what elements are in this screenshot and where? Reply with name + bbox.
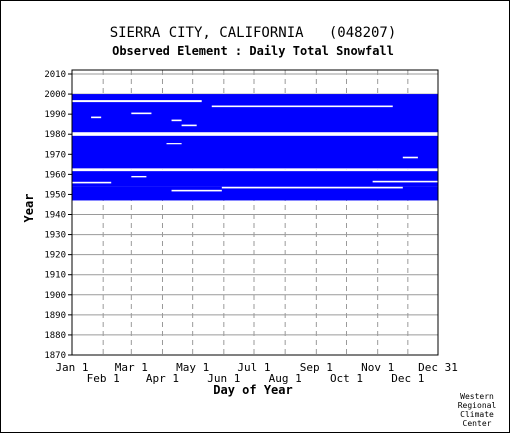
- x-tick-label: Jan 1: [55, 361, 88, 374]
- y-tick-label: 1950: [44, 190, 66, 200]
- y-tick-label: 1890: [44, 311, 66, 321]
- x-tick-label: Feb 1: [87, 372, 120, 385]
- x-tick-label: Dec 31: [418, 361, 458, 374]
- y-tick-label: 1910: [44, 271, 66, 281]
- y-tick-label: 1980: [44, 130, 66, 140]
- plot-area: 1870 1880 1890 1900 1910 1920 1930 1940 1950 1960…: [44, 69, 458, 385]
- credit-line-2: Regional: [458, 401, 497, 410]
- data-gap: [221, 186, 403, 189]
- y-axis-label: Year: [22, 194, 36, 223]
- y-tick-label: 1990: [44, 110, 66, 120]
- data-block: [72, 94, 438, 133]
- x-tick-label: Nov 1: [361, 361, 394, 374]
- data-gap: [72, 181, 112, 184]
- y-tick-label: 1880: [44, 331, 66, 341]
- data-gap: [166, 143, 182, 145]
- data-block: [72, 134, 438, 169]
- credit-line-4: Center: [463, 419, 492, 428]
- data-block: [72, 170, 438, 187]
- chart-title: SIERRA CITY, CALIFORNIA (048207): [110, 25, 397, 41]
- y-tick-label: 2000: [44, 90, 66, 100]
- y-tick-label: 1920: [44, 251, 66, 261]
- plot-border: [71, 69, 439, 356]
- credit: Western Regional Climate Center: [458, 392, 497, 428]
- credit-line-1: Western: [460, 392, 494, 401]
- data-gap: [131, 112, 152, 115]
- x-tick-label: Mar 1: [115, 361, 148, 374]
- data-gap: [372, 180, 438, 183]
- data-gap: [171, 189, 222, 192]
- x-tick-label: May 1: [176, 361, 209, 374]
- data-gap: [402, 156, 418, 159]
- x-tick-label: Jul 1: [237, 361, 270, 374]
- y-tick-label: 1970: [44, 150, 66, 160]
- x-tick-label: Oct 1: [330, 372, 363, 385]
- x-tick-label: Apr 1: [146, 372, 179, 385]
- x-tick-label: Aug 1: [269, 372, 302, 385]
- y-tick-label: 1940: [44, 211, 66, 221]
- y-tick-label: 1960: [44, 170, 66, 180]
- x-axis-label: Day of Year: [213, 383, 292, 397]
- data-gap: [131, 175, 147, 178]
- data-gap: [72, 169, 438, 172]
- data-block: [72, 186, 438, 201]
- y-tick-label: 1900: [44, 291, 66, 301]
- data-gap: [171, 119, 182, 122]
- x-tick-label: Sep 1: [300, 361, 333, 374]
- data-gap: [181, 124, 197, 127]
- credit-line-3: Climate: [460, 410, 494, 419]
- data-gap: [91, 116, 102, 119]
- chart-subtitle: Observed Element : Daily Total Snowfall: [112, 44, 394, 58]
- data-gap: [211, 105, 393, 108]
- data-gap: [72, 133, 438, 136]
- y-tick-label: 1870: [44, 351, 66, 361]
- data-gap: [72, 100, 202, 103]
- y-tick-label: 2010: [44, 70, 66, 80]
- y-tick-label: 1930: [44, 231, 66, 241]
- x-tick-label: Jun 1: [207, 372, 240, 385]
- x-tick-label: Dec 1: [391, 372, 424, 385]
